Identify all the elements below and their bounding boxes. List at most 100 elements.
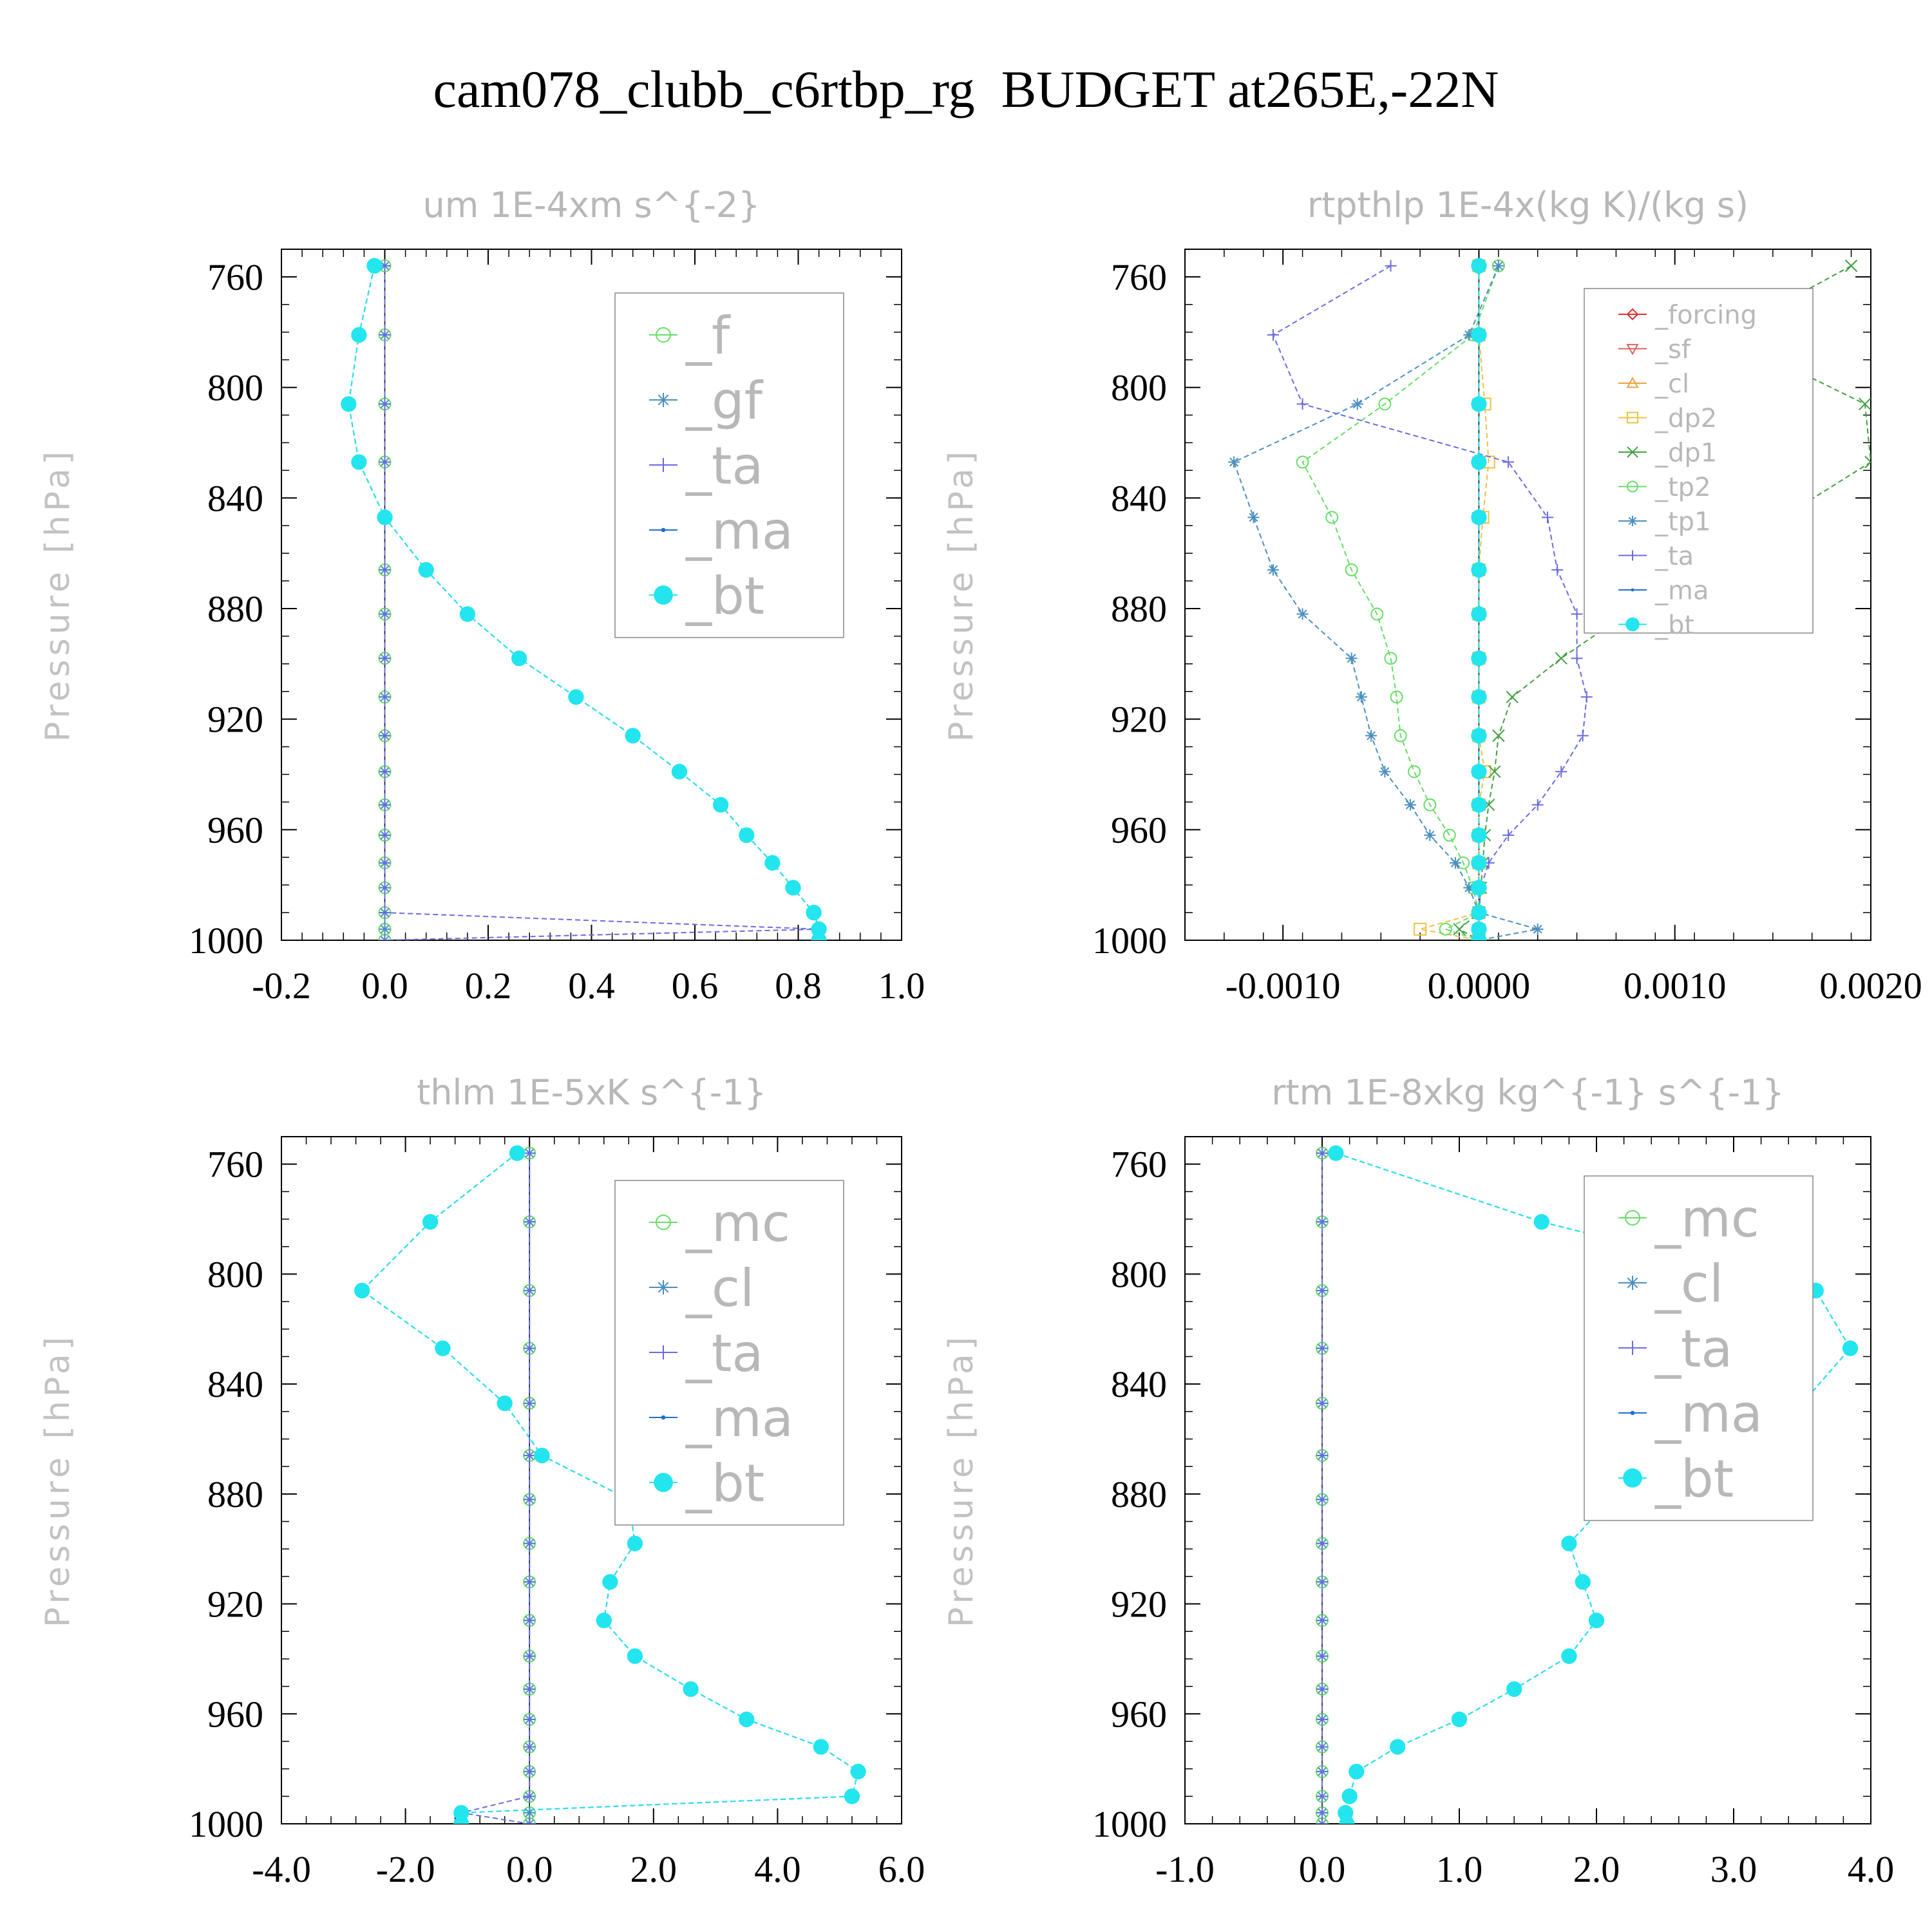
marker xyxy=(418,562,434,578)
marker xyxy=(1296,398,1309,410)
x-tick-label: 0.0 xyxy=(361,965,408,1007)
marker xyxy=(524,1537,536,1549)
marker xyxy=(656,1215,671,1230)
legend-label: _ta xyxy=(1654,1319,1732,1379)
marker xyxy=(1463,329,1475,341)
marker xyxy=(1623,1468,1642,1488)
y-axis-label: Pressure [hPa] xyxy=(942,448,981,742)
marker xyxy=(379,456,391,468)
x-tick-label: 6.0 xyxy=(878,1848,925,1890)
marker xyxy=(1471,827,1487,844)
marker xyxy=(1385,260,1397,272)
marker xyxy=(1345,652,1358,665)
marker xyxy=(1316,1713,1328,1725)
marker xyxy=(1316,1683,1328,1695)
legend-label: _bt xyxy=(685,1454,764,1513)
y-tick-label: 880 xyxy=(1111,588,1167,630)
marker xyxy=(785,880,801,896)
marker xyxy=(1555,652,1567,665)
marker xyxy=(739,1711,755,1727)
y-tick-label: 800 xyxy=(207,1253,263,1295)
series-line xyxy=(1302,265,1499,940)
marker xyxy=(1316,1342,1328,1354)
legend-label: _cl xyxy=(1654,369,1689,399)
y-tick-label: 800 xyxy=(207,367,263,409)
panel-title: rtm 1E-8xkg kg^{-1} s^{-1} xyxy=(1271,1072,1785,1113)
data-area xyxy=(341,258,827,940)
x-tick-label: -0.0010 xyxy=(1226,965,1341,1007)
marker xyxy=(671,764,688,780)
marker xyxy=(1492,260,1504,272)
y-tick-label: 880 xyxy=(1111,1473,1167,1515)
x-tick-label: 0.0000 xyxy=(1428,965,1531,1007)
marker xyxy=(1630,1410,1635,1416)
y-tick-label: 760 xyxy=(1111,1144,1167,1186)
marker xyxy=(524,1576,536,1588)
marker xyxy=(1267,329,1279,341)
marker xyxy=(1316,1285,1328,1297)
marker xyxy=(1627,480,1638,493)
marker xyxy=(850,1763,866,1780)
x-tick-label: -4.0 xyxy=(252,1848,311,1890)
marker xyxy=(656,1280,670,1294)
marker xyxy=(524,1765,536,1777)
legend-label: _cl xyxy=(685,1258,754,1318)
data-area xyxy=(1228,258,1871,940)
x-tick-label: -2.0 xyxy=(376,1848,435,1890)
legend-label: _ma xyxy=(1654,1384,1763,1444)
marker xyxy=(1408,765,1421,779)
marker xyxy=(1390,690,1403,704)
x-tick-label: 0.0010 xyxy=(1624,965,1727,1007)
series-line xyxy=(461,1153,531,1824)
marker xyxy=(1580,691,1593,703)
marker xyxy=(661,527,666,533)
series-tp1 xyxy=(1228,260,1544,940)
series-ta xyxy=(1267,260,1593,940)
page-title: cam078_clubb_c6rtbp_rg BUDGET at265E,-22… xyxy=(433,60,1499,118)
marker xyxy=(1404,799,1416,811)
marker xyxy=(1463,882,1475,894)
marker xyxy=(602,1574,618,1590)
marker xyxy=(1471,258,1487,274)
y-tick-label: 1000 xyxy=(189,1803,263,1845)
chart-panel-3: thlm 1E-5xK s^{-1} Pressure [hPa] -4.0 -2.0… xyxy=(39,1072,925,1890)
y-tick-label: 840 xyxy=(207,477,263,519)
marker xyxy=(1316,1615,1328,1627)
marker xyxy=(1533,1214,1549,1230)
legend-label: _gf xyxy=(685,371,764,431)
marker xyxy=(524,1713,536,1725)
marker xyxy=(377,509,393,526)
marker xyxy=(1316,1537,1328,1549)
marker xyxy=(1316,1397,1328,1409)
marker xyxy=(379,907,391,919)
marker xyxy=(1370,607,1384,621)
marker xyxy=(379,857,391,869)
marker xyxy=(524,1493,536,1506)
y-axis-label: Pressure [hPa] xyxy=(942,1333,981,1627)
marker xyxy=(1394,729,1407,743)
y-tick-label: 960 xyxy=(1111,1693,1167,1735)
y-axis-label: Pressure [hPa] xyxy=(39,1333,77,1627)
marker xyxy=(1506,690,1519,704)
marker xyxy=(524,1790,536,1803)
marker xyxy=(1492,729,1505,743)
marker xyxy=(379,691,391,703)
marker xyxy=(1378,397,1392,411)
y-tick-label: 840 xyxy=(1111,1363,1167,1405)
marker xyxy=(379,934,391,940)
marker xyxy=(1627,412,1638,424)
marker xyxy=(1316,1576,1328,1588)
marker xyxy=(1571,652,1583,665)
marker xyxy=(379,730,391,742)
x-tick-label: 0.0 xyxy=(506,1848,553,1890)
x-tick-label: -0.2 xyxy=(252,965,311,1007)
marker xyxy=(1384,652,1397,665)
x-tick-label: 0.0 xyxy=(1299,1848,1346,1890)
marker xyxy=(1316,1806,1328,1819)
marker xyxy=(1316,1216,1328,1228)
marker xyxy=(1316,1147,1328,1159)
y-tick-label: 880 xyxy=(207,588,263,630)
series-line xyxy=(1233,265,1538,940)
legend-label: _mc xyxy=(685,1193,790,1253)
marker xyxy=(596,1613,612,1629)
